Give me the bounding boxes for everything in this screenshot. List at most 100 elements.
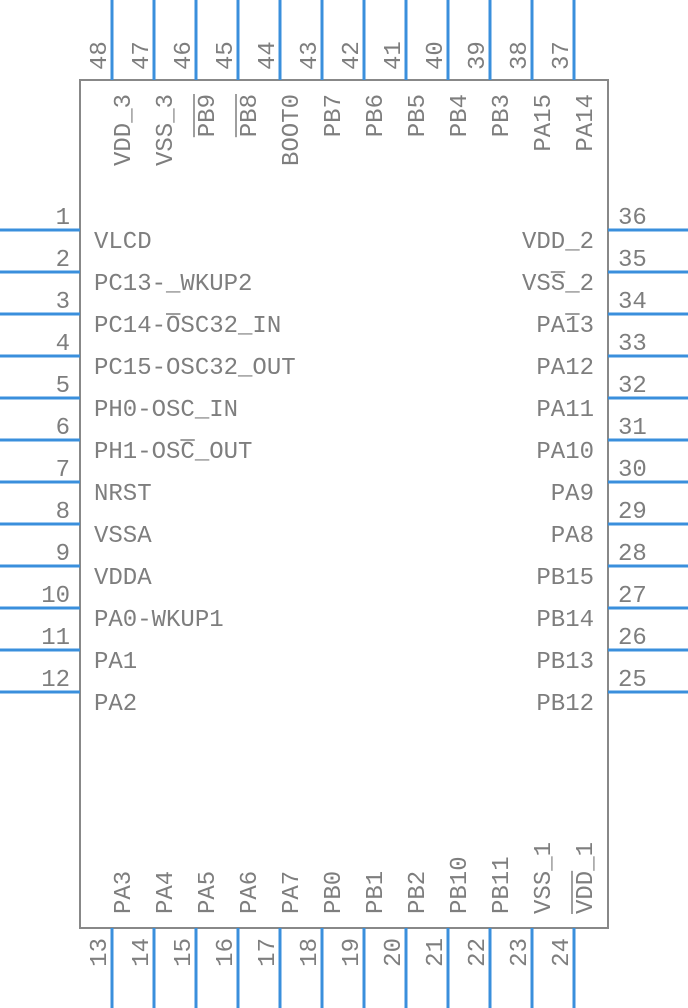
pin-label: PA7 <box>279 871 306 914</box>
pin-number: 2 <box>56 247 70 274</box>
pin-number: 46 <box>171 41 198 70</box>
pin-label: PA10 <box>536 439 594 466</box>
pin-label: PB9 <box>195 94 222 137</box>
pin-number: 30 <box>618 457 647 484</box>
pin-label: PC13-_WKUP2 <box>94 271 252 298</box>
pin-number: 43 <box>297 41 324 70</box>
pin-number: 9 <box>56 541 70 568</box>
pin-label: PA4 <box>153 871 180 914</box>
pin-label: PA13 <box>536 313 594 340</box>
pin-label: PA8 <box>551 523 594 550</box>
pin-label: VDDA <box>94 565 152 592</box>
pin-number: 39 <box>465 41 492 70</box>
pin-number: 7 <box>56 457 70 484</box>
pin-number: 45 <box>213 41 240 70</box>
pin-label: PC15-OSC32_OUT <box>94 355 296 382</box>
chip-outline <box>80 80 608 928</box>
pin-number: 16 <box>213 938 240 967</box>
pin-number: 18 <box>297 938 324 967</box>
pin-number: 15 <box>171 938 198 967</box>
pin-label: NRST <box>94 481 152 508</box>
pin-number: 13 <box>87 938 114 967</box>
pin-number: 17 <box>255 938 282 967</box>
pin-label: PB12 <box>536 691 594 718</box>
pin-number: 1 <box>56 205 70 232</box>
pin-label: PB8 <box>237 94 264 137</box>
pin-label: PA6 <box>237 871 264 914</box>
pin-number: 22 <box>465 938 492 967</box>
pin-number: 41 <box>381 41 408 70</box>
pin-number: 4 <box>56 331 70 358</box>
pin-number: 11 <box>41 625 70 652</box>
pin-number: 23 <box>507 938 534 967</box>
pin-number: 27 <box>618 583 647 610</box>
pin-label: VLCD <box>94 229 152 256</box>
pin-number: 21 <box>423 938 450 967</box>
pin-label: PH1-OSC_OUT <box>94 439 252 466</box>
pin-label: PC14-OSC32_IN <box>94 313 281 340</box>
pin-label: PB4 <box>447 94 474 137</box>
pin-label: PB14 <box>536 607 594 634</box>
pin-label: PB13 <box>536 649 594 676</box>
pin-label: PA11 <box>536 397 594 424</box>
pin-label: PB15 <box>536 565 594 592</box>
pin-number: 6 <box>56 415 70 442</box>
pin-label: VDD_3 <box>111 94 138 166</box>
pin-label: PB11 <box>489 856 516 914</box>
pin-number: 25 <box>618 667 647 694</box>
pin-label: VSSA <box>94 523 152 550</box>
pins-bottom: 13PA314PA415PA516PA617PA718PB019PB120PB2… <box>87 842 600 1008</box>
pin-label: PA15 <box>531 94 558 152</box>
pin-label: VSS_3 <box>153 94 180 166</box>
pin-label: PB1 <box>363 871 390 914</box>
pin-number: 8 <box>56 499 70 526</box>
pin-number: 48 <box>87 41 114 70</box>
pin-label: PB0 <box>321 871 348 914</box>
pin-label: PB5 <box>405 94 432 137</box>
pin-label: PA12 <box>536 355 594 382</box>
pin-number: 19 <box>339 938 366 967</box>
pin-number: 34 <box>618 289 647 316</box>
pin-label: PB7 <box>321 94 348 137</box>
pin-number: 33 <box>618 331 647 358</box>
pin-label: BOOT0 <box>279 94 306 166</box>
pin-number: 28 <box>618 541 647 568</box>
pin-number: 32 <box>618 373 647 400</box>
pin-number: 14 <box>129 938 156 967</box>
pin-number: 31 <box>618 415 647 442</box>
pin-number: 35 <box>618 247 647 274</box>
pin-number: 24 <box>549 938 576 967</box>
pins-top: 48 VDD_3 47 VSS_3 46 PB9 45 PB8 44 BOOT0 43 PB7 42 PB… <box>87 0 600 166</box>
pin-number: 20 <box>381 938 408 967</box>
pin-number: 29 <box>618 499 647 526</box>
pin-number: 26 <box>618 625 647 652</box>
pin-label: PB3 <box>489 94 516 137</box>
pin-label: PA9 <box>551 481 594 508</box>
pin-label: VSS_2 <box>522 271 594 298</box>
pin-label: PA14 <box>573 94 600 152</box>
chip-pinout-diagram: 1 VLCD 2 PC13-_WKUP2 3 PC14-OSC32_IN 4 PC15-OSC… <box>0 0 688 1008</box>
pin-number: 10 <box>41 583 70 610</box>
pin-number: 44 <box>255 41 282 70</box>
pin-label: PB10 <box>447 856 474 914</box>
pin-label: PA0-WKUP1 <box>94 607 224 634</box>
pin-number: 47 <box>129 41 156 70</box>
pin-number: 40 <box>423 41 450 70</box>
pin-label: PA3 <box>111 871 138 914</box>
pin-number: 12 <box>41 667 70 694</box>
pins-right: 36 VDD_2 35 VSS_2 34 PA13 33 PA12 32 PA11 31 PA10 30… <box>522 205 688 718</box>
pin-number: 36 <box>618 205 647 232</box>
pin-label: VDD_2 <box>522 229 594 256</box>
pin-number: 37 <box>549 41 576 70</box>
pin-number: 3 <box>56 289 70 316</box>
pin-label: PA5 <box>195 871 222 914</box>
pin-number: 5 <box>56 373 70 400</box>
pin-number: 42 <box>339 41 366 70</box>
pin-label: PB6 <box>363 94 390 137</box>
pins-left: 1 VLCD 2 PC13-_WKUP2 3 PC14-OSC32_IN 4 PC15-OSC… <box>0 205 296 718</box>
pin-label: PH0-OSC_IN <box>94 397 238 424</box>
pin-label: PA1 <box>94 649 137 676</box>
pin-label: VSS_1 <box>531 842 558 914</box>
pin-number: 38 <box>507 41 534 70</box>
pin-label: VDD_1 <box>573 842 600 914</box>
